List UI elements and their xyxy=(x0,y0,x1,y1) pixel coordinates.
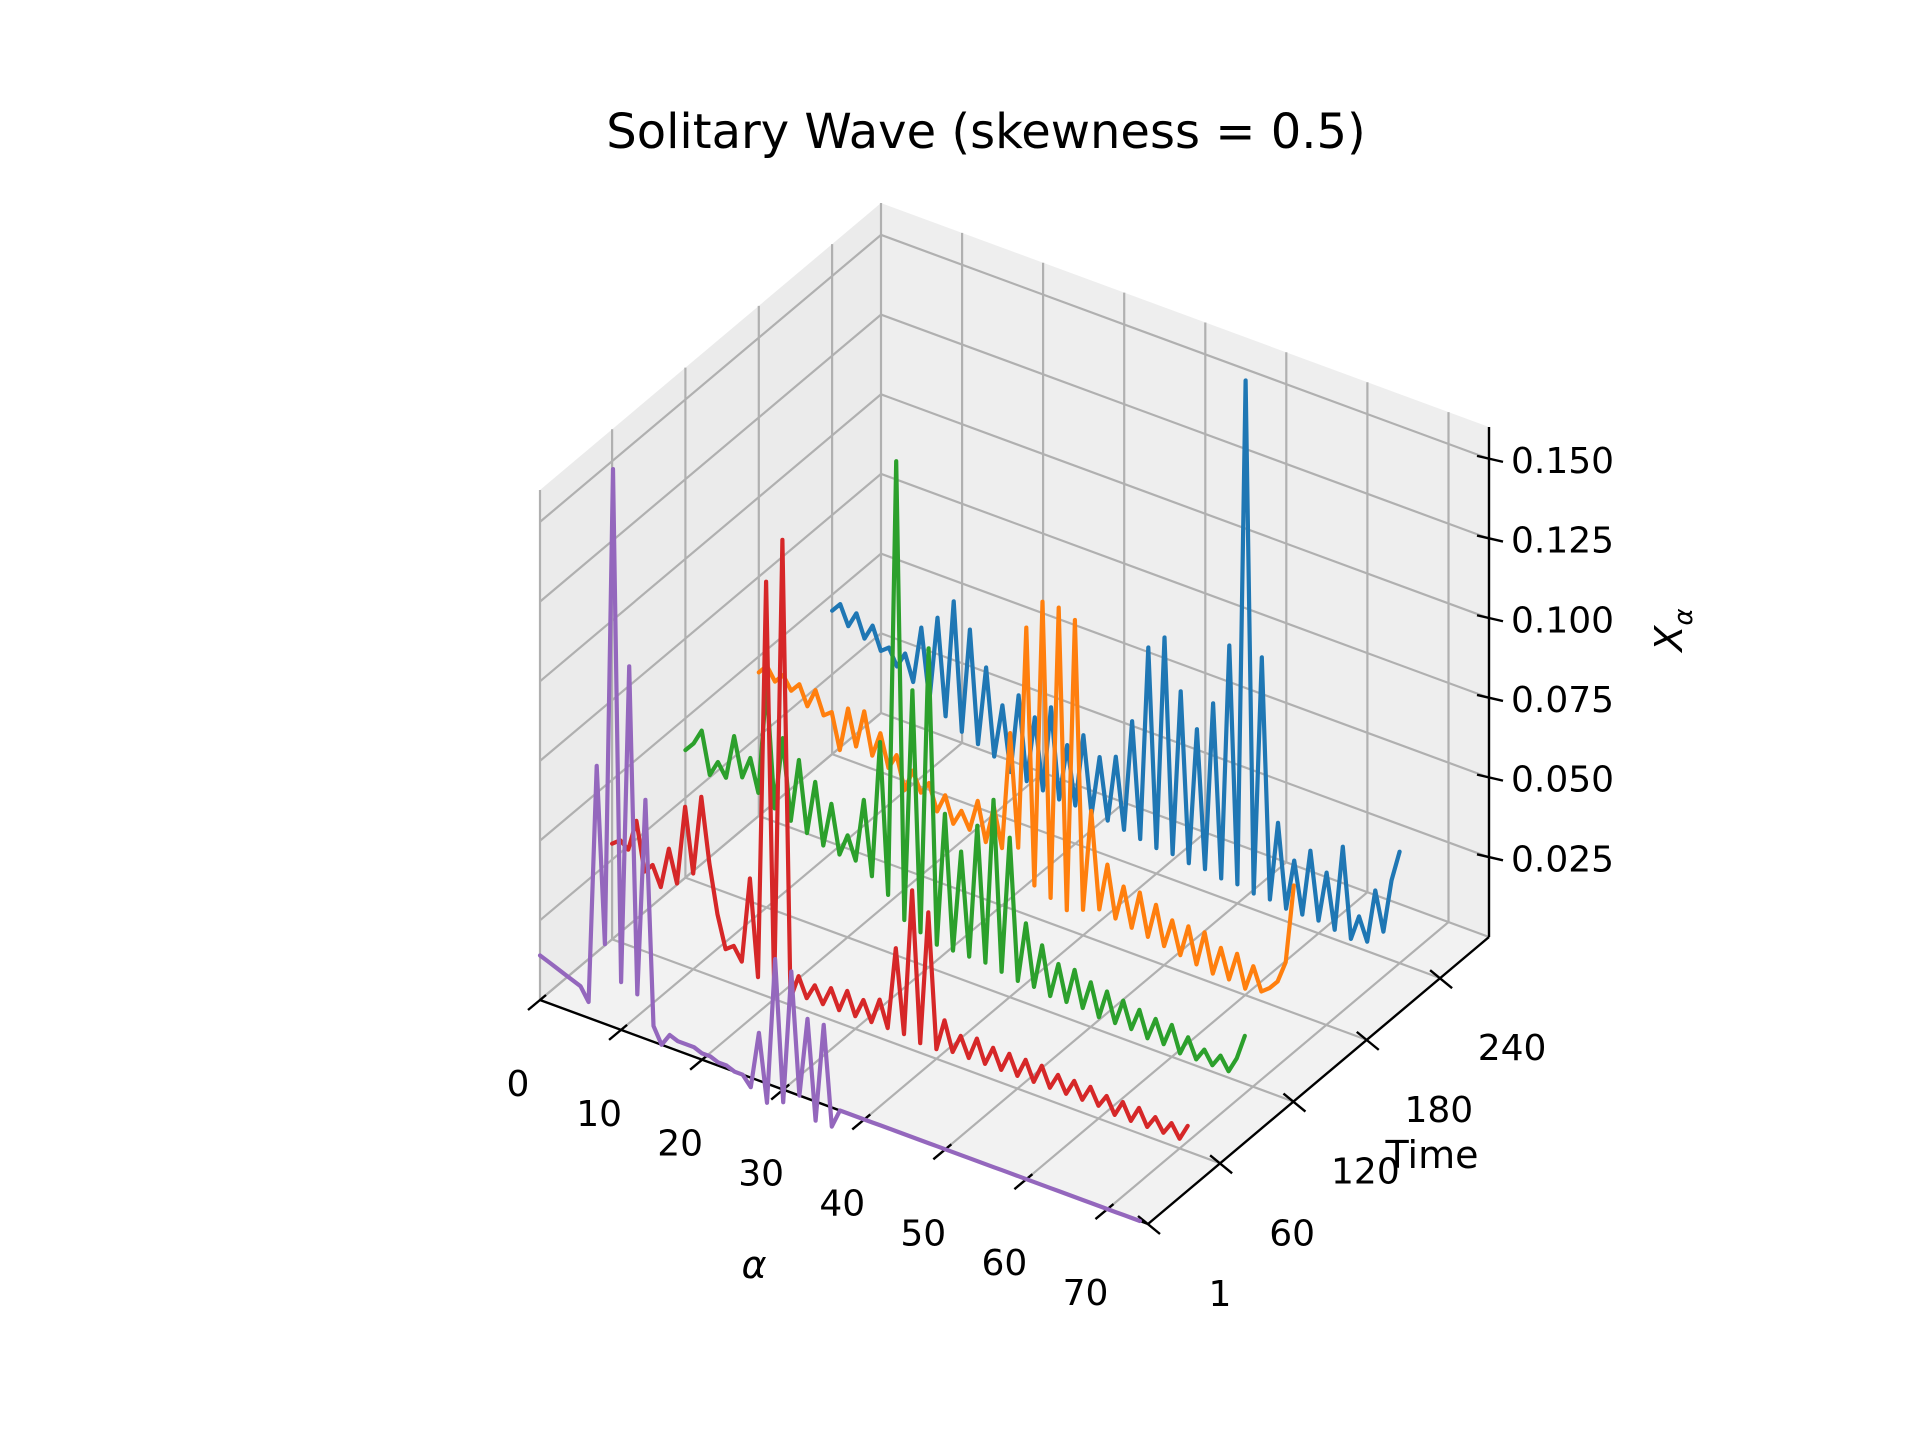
z-tick-label: 0.150 xyxy=(1511,441,1614,482)
z-axis-label: Xα xyxy=(1647,608,1699,653)
x-tick-mark xyxy=(527,994,547,1011)
series-line-t1 xyxy=(537,467,1143,1224)
series-line-t60 xyxy=(609,537,1190,1141)
series-line-t180 xyxy=(756,599,1296,994)
x-tick-mark xyxy=(689,1053,709,1071)
x-tick-label: 10 xyxy=(576,1094,622,1135)
z-tick-mark xyxy=(1476,454,1504,464)
x-tick-mark xyxy=(1013,1173,1034,1191)
x-tick-label: 70 xyxy=(1063,1273,1109,1314)
y-axis-label: Time xyxy=(1385,1133,1479,1177)
z-tick-mark xyxy=(1476,773,1504,782)
y-tick-label: 240 xyxy=(1478,1028,1547,1069)
data-series xyxy=(537,378,1402,1224)
x-tick-mark xyxy=(1094,1203,1115,1220)
z-tick-mark xyxy=(1476,614,1504,623)
x-tick-label: 60 xyxy=(981,1243,1027,1284)
x-tick-label: 40 xyxy=(819,1184,865,1225)
x-tick-mark xyxy=(851,1113,872,1131)
z-tick-label: 0.025 xyxy=(1511,839,1614,880)
z-tick-label: 0.125 xyxy=(1511,521,1614,562)
chart-title: Solitary Wave (skewness = 0.5) xyxy=(606,104,1366,160)
x-axis-label: α xyxy=(741,1243,766,1287)
y-axis-line xyxy=(1147,936,1490,1225)
y-tick-label: 120 xyxy=(1331,1152,1400,1193)
y-tick-label: 1 xyxy=(1209,1274,1232,1315)
x-tick-label: 30 xyxy=(738,1154,784,1195)
z-tick-mark xyxy=(1476,853,1504,862)
y-tick-mark xyxy=(1429,969,1453,990)
back-pane xyxy=(881,203,1489,937)
z-grid-line xyxy=(539,472,1490,762)
z-grid-line xyxy=(539,313,1490,603)
z-grid-line xyxy=(539,632,1490,922)
z-grid-line xyxy=(539,711,1490,1001)
z-tick-label: 0.100 xyxy=(1511,600,1614,641)
x-tick-mark xyxy=(608,1023,628,1041)
y-tick-mark xyxy=(1356,1030,1380,1051)
y-tick-mark xyxy=(1209,1154,1233,1175)
y-tick-mark xyxy=(1282,1092,1307,1113)
z-grid-line xyxy=(539,233,1490,523)
z-tick-label: 0.075 xyxy=(1511,680,1614,721)
z-grid-line xyxy=(539,552,1490,842)
y-tick-label: 60 xyxy=(1269,1213,1315,1254)
y-tick-mark xyxy=(1137,1215,1161,1235)
x-tick-label: 0 xyxy=(507,1064,530,1105)
x-tick-label: 20 xyxy=(657,1124,703,1165)
y-tick-label: 180 xyxy=(1404,1090,1473,1131)
z-tick-mark xyxy=(1476,693,1504,703)
z-tick-label: 0.050 xyxy=(1511,760,1614,801)
z-grid-line xyxy=(539,393,1490,683)
x-tick-label: 50 xyxy=(900,1213,946,1254)
x-tick-mark xyxy=(932,1143,953,1161)
z-tick-mark xyxy=(1476,534,1504,543)
